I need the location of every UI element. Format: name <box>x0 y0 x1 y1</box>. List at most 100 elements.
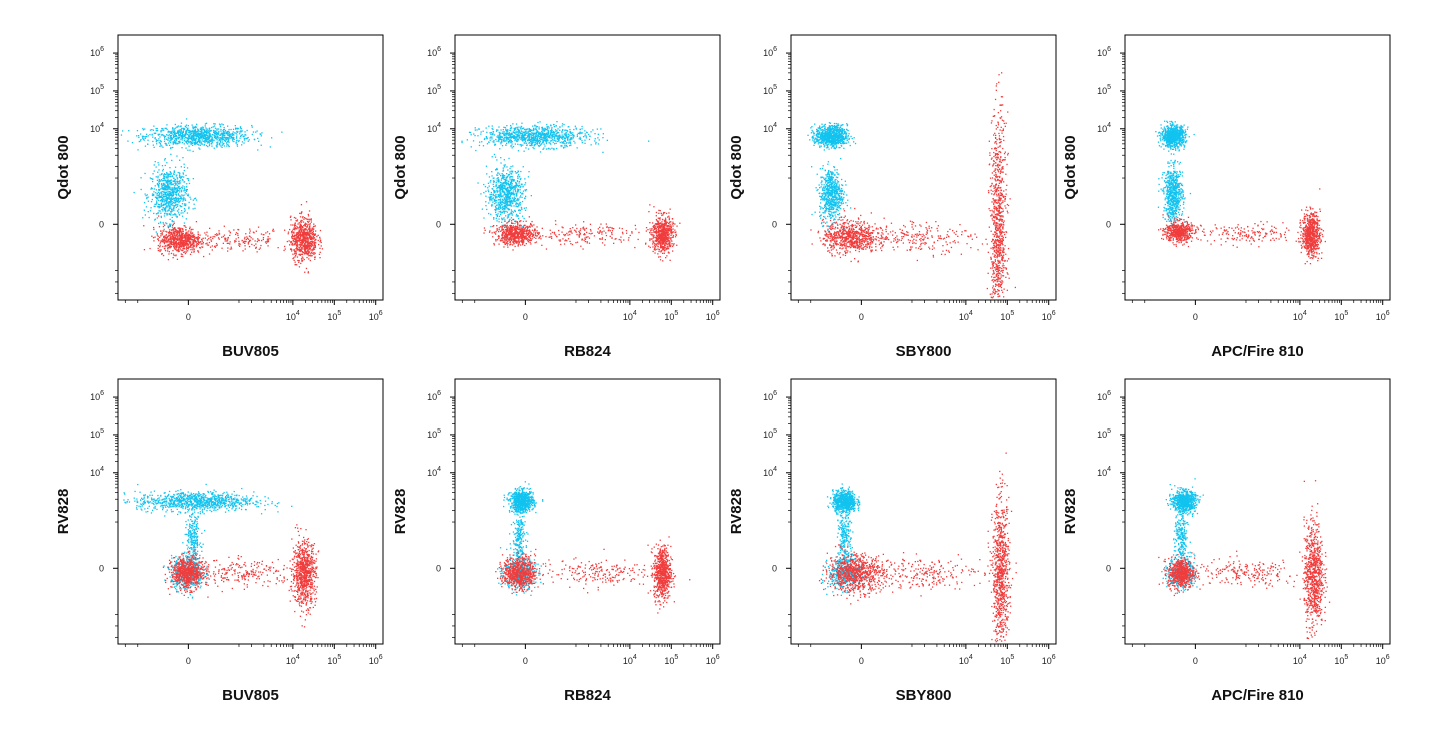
data-point <box>240 130 241 131</box>
data-point <box>153 227 154 228</box>
data-point <box>190 249 191 250</box>
data-point <box>193 143 194 144</box>
data-point <box>157 183 158 184</box>
data-point <box>168 240 169 241</box>
data-point <box>173 224 174 225</box>
data-point <box>233 134 234 135</box>
data-point <box>300 254 301 255</box>
data-point <box>140 140 141 141</box>
data-point <box>158 238 159 239</box>
data-point <box>163 185 164 186</box>
data-point <box>173 228 174 229</box>
data-point <box>181 128 182 129</box>
data-point <box>288 232 289 233</box>
data-point <box>185 175 186 176</box>
data-point <box>170 139 171 140</box>
data-point <box>181 234 182 235</box>
data-point <box>308 238 309 239</box>
data-point <box>311 237 312 238</box>
data-point <box>182 250 183 251</box>
data-point <box>315 247 316 248</box>
data-point <box>169 231 170 232</box>
data-point <box>164 200 165 201</box>
data-point <box>159 136 160 137</box>
data-point <box>197 243 198 244</box>
data-point <box>192 243 193 244</box>
data-point <box>158 206 159 207</box>
data-point <box>228 129 229 130</box>
data-point <box>310 249 311 250</box>
data-point <box>177 143 178 144</box>
data-point <box>176 247 177 248</box>
data-point <box>189 132 190 133</box>
data-point <box>172 184 173 185</box>
data-point <box>165 128 166 129</box>
data-point <box>192 241 193 242</box>
data-point <box>168 227 169 228</box>
data-point <box>163 236 164 237</box>
data-point <box>194 204 195 205</box>
data-point <box>183 231 184 232</box>
data-point <box>183 240 184 241</box>
data-point <box>200 145 201 146</box>
data-point <box>209 128 210 129</box>
data-point <box>169 229 170 230</box>
data-point <box>224 137 225 138</box>
data-point <box>180 205 181 206</box>
data-point <box>176 140 177 141</box>
data-point <box>228 133 229 134</box>
data-point <box>145 195 146 196</box>
data-point <box>195 130 196 131</box>
data-point <box>255 132 256 133</box>
data-point <box>200 241 201 242</box>
data-point <box>192 126 193 127</box>
data-point <box>182 212 183 213</box>
data-point <box>184 236 185 237</box>
data-point <box>183 129 184 130</box>
data-point <box>191 131 192 132</box>
data-point <box>303 245 304 246</box>
data-point <box>206 140 207 141</box>
data-point <box>158 236 159 237</box>
data-point <box>302 254 303 255</box>
data-point <box>163 230 164 231</box>
data-point <box>152 181 153 182</box>
data-point <box>293 240 294 241</box>
data-point <box>157 172 158 173</box>
data-point <box>209 132 210 133</box>
data-point <box>187 140 188 141</box>
data-point <box>137 149 138 150</box>
data-point <box>306 223 307 224</box>
data-point <box>307 254 308 255</box>
data-point <box>175 181 176 182</box>
data-point <box>173 178 174 179</box>
data-point <box>190 141 191 142</box>
data-point <box>164 178 165 179</box>
data-point <box>158 212 159 213</box>
data-point <box>180 248 181 249</box>
data-point <box>157 234 158 235</box>
data-point <box>177 185 178 186</box>
data-point <box>158 223 159 224</box>
data-point <box>223 133 224 134</box>
data-point <box>162 232 163 233</box>
data-point <box>184 205 185 206</box>
data-point <box>186 241 187 242</box>
data-point <box>186 251 187 252</box>
data-point <box>180 239 181 240</box>
data-point <box>145 193 146 194</box>
data-point <box>302 217 303 218</box>
data-point <box>319 237 320 238</box>
data-point <box>314 259 315 260</box>
data-point <box>194 251 195 252</box>
data-point <box>168 137 169 138</box>
data-point <box>176 243 177 244</box>
data-point <box>151 236 152 237</box>
plot-panel: 0 104 105 1060104105106BUV805Qdot 800 <box>55 35 383 360</box>
data-point <box>158 210 159 211</box>
data-point <box>305 218 306 219</box>
data-point <box>301 213 302 214</box>
data-point <box>216 130 217 131</box>
data-point <box>159 243 160 244</box>
data-point <box>186 193 187 194</box>
